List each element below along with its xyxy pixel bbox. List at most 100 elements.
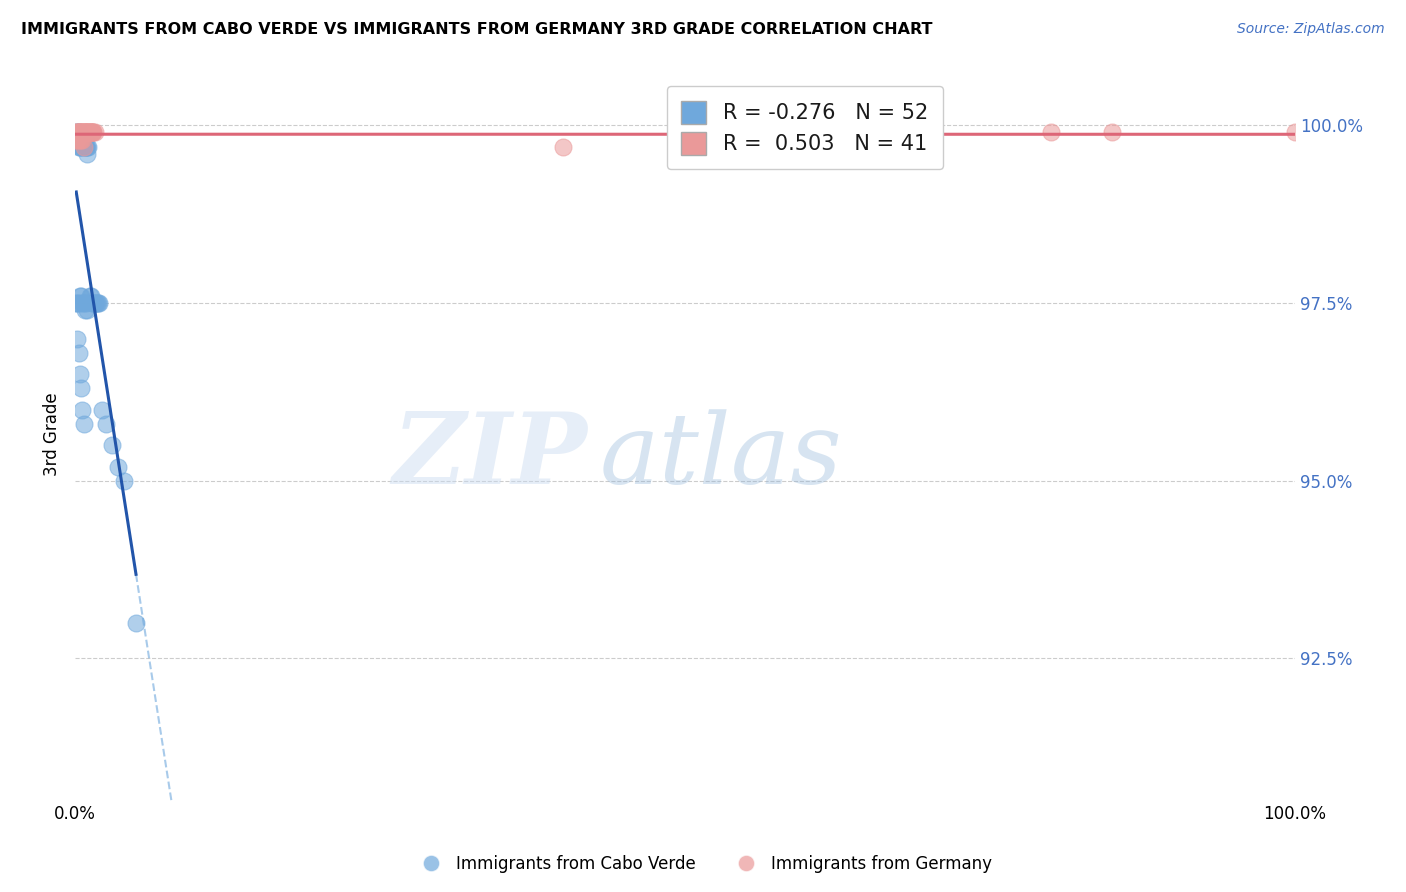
Point (80, 289, 103, 303)
Point (70, 381, 93, 395)
Text: atlas: atlas (599, 409, 842, 504)
Point (66, 132, 89, 146)
Point (89, 296, 111, 310)
Point (80, 126, 103, 140)
Point (66, 126, 89, 140)
Point (82, 126, 104, 140)
Point (73, 303, 96, 318)
Point (79, 126, 101, 140)
Point (72, 132, 94, 146)
Point (87, 296, 110, 310)
Point (67, 139, 90, 153)
Point (66, 332, 89, 346)
Point (125, 615, 148, 630)
Point (69, 367, 91, 381)
Point (72, 126, 94, 140)
Point (77, 126, 100, 140)
Point (72, 417, 94, 431)
Point (82, 126, 104, 140)
Point (66, 132, 89, 146)
Point (72, 132, 94, 146)
Point (90, 402, 112, 417)
Point (72, 402, 94, 417)
Point (80, 296, 103, 310)
Point (75, 139, 97, 153)
Point (112, 474, 135, 488)
Point (69, 289, 91, 303)
Point (67, 346, 90, 360)
Point (75, 139, 97, 153)
Point (1284, 126, 1306, 140)
Point (77, 126, 100, 140)
Point (76, 146, 98, 161)
Point (72, 296, 94, 310)
Point (77, 139, 100, 153)
Point (69, 139, 91, 153)
Point (69, 132, 91, 146)
Point (107, 459, 129, 474)
Point (75, 126, 97, 140)
Point (80, 126, 103, 140)
Point (73, 132, 96, 146)
Point (66, 126, 89, 140)
Point (69, 126, 91, 140)
Point (67, 126, 90, 140)
Point (73, 139, 96, 153)
Point (94, 417, 117, 431)
Point (70, 132, 93, 146)
Point (76, 126, 98, 140)
Text: Source: ZipAtlas.com: Source: ZipAtlas.com (1237, 22, 1385, 37)
Point (80, 126, 103, 140)
Point (70, 126, 93, 140)
Point (76, 303, 98, 318)
Point (73, 126, 96, 140)
Point (72, 132, 94, 146)
Point (72, 139, 94, 153)
Point (84, 296, 107, 310)
Point (67, 132, 90, 146)
Point (65, 132, 87, 146)
Text: ZIP: ZIP (392, 409, 588, 505)
Point (72, 139, 94, 153)
Point (65, 296, 87, 310)
Point (76, 126, 98, 140)
Point (80, 126, 103, 140)
Point (72, 296, 94, 310)
Point (67, 296, 90, 310)
Point (69, 132, 91, 146)
Point (70, 126, 93, 140)
Point (72, 126, 94, 140)
Point (70, 132, 93, 146)
Point (67, 126, 90, 140)
Point (76, 139, 98, 153)
Point (66, 296, 89, 310)
Point (70, 289, 93, 303)
Point (75, 296, 97, 310)
Point (69, 126, 91, 140)
Point (75, 126, 97, 140)
Point (67, 126, 90, 140)
Point (100, 438, 122, 452)
Point (72, 126, 94, 140)
Point (67, 132, 90, 146)
Point (65, 126, 87, 140)
Point (83, 126, 105, 140)
Point (86, 296, 108, 310)
Point (72, 139, 94, 153)
Point (70, 139, 93, 153)
Point (72, 126, 94, 140)
Point (1101, 126, 1123, 140)
Point (1040, 126, 1063, 140)
Point (551, 139, 574, 153)
Point (83, 296, 105, 310)
Legend: Immigrants from Cabo Verde, Immigrants from Germany: Immigrants from Cabo Verde, Immigrants f… (408, 848, 998, 880)
Y-axis label: 3rd Grade: 3rd Grade (44, 392, 60, 476)
Text: IMMIGRANTS FROM CABO VERDE VS IMMIGRANTS FROM GERMANY 3RD GRADE CORRELATION CHAR: IMMIGRANTS FROM CABO VERDE VS IMMIGRANTS… (21, 22, 932, 37)
Point (82, 296, 104, 310)
Legend: R = -0.276   N = 52, R =  0.503   N = 41: R = -0.276 N = 52, R = 0.503 N = 41 (666, 87, 943, 169)
Point (79, 289, 101, 303)
Point (79, 126, 101, 140)
Point (66, 126, 89, 140)
Point (65, 126, 87, 140)
Point (73, 126, 96, 140)
